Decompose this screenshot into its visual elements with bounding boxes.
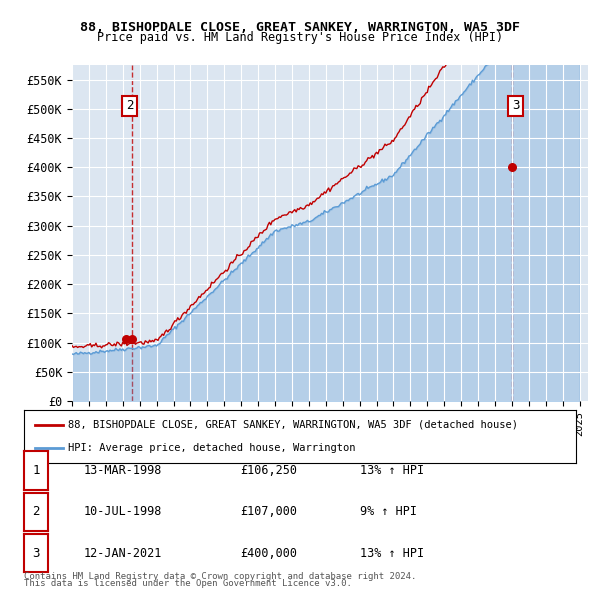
Text: £107,000: £107,000 <box>240 505 297 519</box>
Text: £400,000: £400,000 <box>240 546 297 560</box>
Text: 12-JAN-2021: 12-JAN-2021 <box>84 546 163 560</box>
Text: 88, BISHOPDALE CLOSE, GREAT SANKEY, WARRINGTON, WA5 3DF (detached house): 88, BISHOPDALE CLOSE, GREAT SANKEY, WARR… <box>68 420 518 430</box>
Text: 13% ↑ HPI: 13% ↑ HPI <box>360 546 424 560</box>
Text: 10-JUL-1998: 10-JUL-1998 <box>84 505 163 519</box>
Text: 13% ↑ HPI: 13% ↑ HPI <box>360 464 424 477</box>
Point <box>121 335 131 344</box>
Text: 9% ↑ HPI: 9% ↑ HPI <box>360 505 417 519</box>
Text: HPI: Average price, detached house, Warrington: HPI: Average price, detached house, Warr… <box>68 443 356 453</box>
Text: 1: 1 <box>32 464 40 477</box>
Point <box>127 334 136 343</box>
Text: This data is licensed under the Open Government Licence v3.0.: This data is licensed under the Open Gov… <box>24 579 352 588</box>
Text: 2: 2 <box>32 505 40 519</box>
Text: Contains HM Land Registry data © Crown copyright and database right 2024.: Contains HM Land Registry data © Crown c… <box>24 572 416 581</box>
Text: 13-MAR-1998: 13-MAR-1998 <box>84 464 163 477</box>
Text: 3: 3 <box>32 546 40 560</box>
Point <box>508 162 517 172</box>
Text: 88, BISHOPDALE CLOSE, GREAT SANKEY, WARRINGTON, WA5 3DF: 88, BISHOPDALE CLOSE, GREAT SANKEY, WARR… <box>80 21 520 34</box>
Text: £106,250: £106,250 <box>240 464 297 477</box>
Text: 2: 2 <box>126 99 134 112</box>
Text: Price paid vs. HM Land Registry's House Price Index (HPI): Price paid vs. HM Land Registry's House … <box>97 31 503 44</box>
Text: 3: 3 <box>512 99 520 112</box>
